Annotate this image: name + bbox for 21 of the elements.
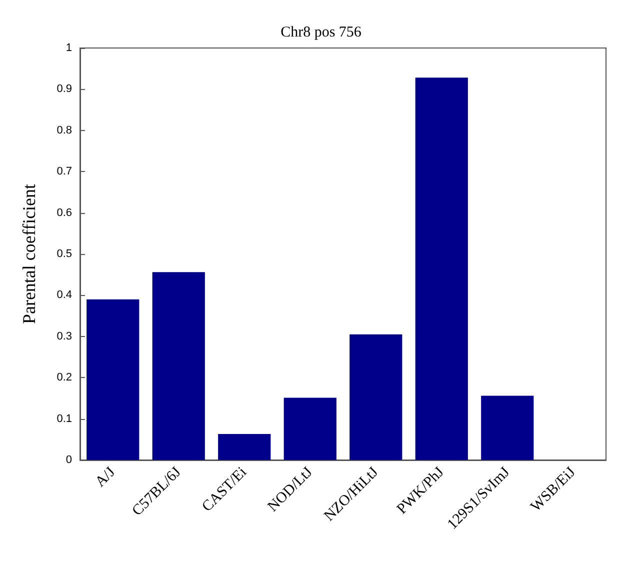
y-tick-label: 0.5 [56, 248, 72, 260]
y-tick-label: 0.1 [56, 412, 72, 425]
bar [218, 434, 271, 460]
x-tick-label: A/J [92, 464, 119, 490]
bar [152, 272, 205, 460]
bar [415, 78, 468, 460]
bar [481, 396, 534, 460]
y-tick-label: 0.7 [56, 166, 72, 178]
bar [284, 398, 336, 460]
y-tick-label: 0.2 [56, 372, 72, 384]
chart-title: Chr8 pos 756 [280, 24, 362, 40]
y-tick-label: 0.9 [56, 83, 72, 96]
y-tick-label: 0 [66, 454, 72, 466]
bar [350, 334, 402, 460]
y-tick-label: 0.3 [56, 330, 72, 342]
y-tick-label: 0.4 [56, 289, 72, 302]
bar [86, 299, 140, 460]
y-tick-label: 0.8 [56, 124, 72, 136]
y-tick-label: 1 [66, 42, 72, 54]
y-axis-title: Parental coefficient [19, 184, 39, 324]
y-tick-label: 0.6 [56, 206, 72, 219]
